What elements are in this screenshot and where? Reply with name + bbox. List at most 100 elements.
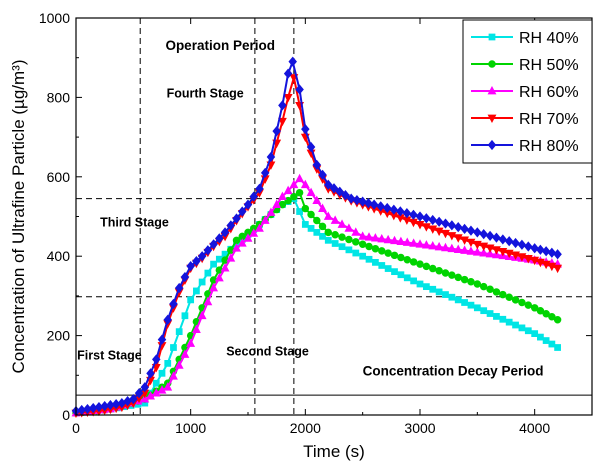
series-point-rh-80	[352, 195, 362, 206]
series-point-rh-40	[378, 262, 386, 269]
series-point-rh-40	[448, 293, 456, 301]
legend-label: RH 80%	[519, 138, 579, 155]
series-point-rh-70	[479, 242, 489, 252]
series-point-rh-80	[498, 234, 508, 245]
series-point-rh-80	[157, 334, 167, 345]
series-point-rh-80	[382, 202, 392, 214]
series-point-rh-50	[505, 293, 513, 301]
series-point-rh-40	[391, 268, 398, 276]
series-point-rh-70	[421, 223, 431, 232]
series-point-rh-60	[421, 240, 431, 249]
series-point-rh-80	[215, 233, 224, 244]
series-point-rh-40	[397, 271, 405, 279]
series-point-rh-60	[169, 371, 178, 380]
legend-item-rh-70: RH 70%	[471, 111, 579, 128]
series-point-rh-80	[346, 193, 356, 204]
series-point-rh-40	[158, 369, 166, 377]
series-point-rh-80	[447, 220, 457, 231]
series-point-rh-60	[151, 388, 161, 397]
series-point-rh-40	[499, 315, 507, 323]
series-point-rh-50	[403, 255, 411, 264]
series-point-rh-50	[553, 315, 562, 324]
series-point-rh-50	[429, 264, 437, 273]
series-point-rh-40	[512, 321, 519, 329]
annotation-third-stage: Third Stage	[100, 215, 169, 229]
series-point-rh-40	[486, 310, 494, 317]
series-point-rh-80	[553, 249, 562, 260]
series-point-rh-50	[313, 216, 321, 225]
legend-swatch-marker	[488, 33, 496, 41]
series-point-rh-50	[416, 260, 424, 268]
series-point-rh-80	[329, 183, 339, 194]
series-point-rh-80	[511, 237, 520, 249]
series-point-rh-60	[312, 195, 322, 204]
series-point-rh-60	[209, 282, 219, 292]
series-point-rh-60	[441, 242, 450, 252]
series-point-rh-80	[369, 199, 379, 210]
x-tick-label: 2000	[290, 420, 321, 436]
series-point-rh-40	[296, 208, 303, 215]
series-point-rh-50	[338, 233, 346, 241]
legend-item-rh-80: RH 80%	[471, 138, 579, 155]
series-point-rh-40	[461, 299, 468, 306]
series-point-rh-80	[536, 244, 545, 255]
series-point-rh-70	[447, 232, 457, 241]
series-point-rh-60	[472, 247, 482, 256]
series-point-rh-80	[466, 225, 476, 236]
y-tick-label: 1000	[39, 10, 70, 26]
series-point-rh-80	[232, 213, 241, 224]
series-point-rh-60	[434, 241, 444, 251]
series-point-rh-60	[260, 215, 270, 224]
series-point-rh-60	[197, 310, 207, 320]
series-point-rh-40	[359, 252, 367, 260]
series-point-rh-40	[493, 313, 500, 320]
series-point-rh-40	[170, 344, 177, 351]
series-layer	[71, 56, 563, 419]
series-point-rh-80	[318, 169, 327, 180]
legend-swatch-marker	[487, 85, 497, 95]
series-point-rh-50	[290, 192, 298, 201]
series-point-rh-50	[492, 288, 501, 296]
series-point-rh-50	[548, 313, 556, 321]
series-point-rh-80	[504, 236, 514, 247]
series-point-rh-80	[169, 298, 178, 309]
series-point-rh-80	[140, 382, 150, 393]
series-point-rh-50	[448, 271, 456, 279]
series-point-rh-40	[480, 307, 488, 315]
series-point-rh-60	[370, 233, 380, 242]
series-point-rh-40	[352, 249, 360, 257]
series-point-rh-80	[428, 214, 437, 226]
series-point-rh-60	[330, 215, 340, 224]
series-point-rh-60	[255, 223, 264, 232]
legend: RH 40% RH 50% RH 60% RH 70% RH 80%	[462, 19, 593, 164]
series-point-rh-80	[152, 354, 161, 365]
series-point-rh-60	[277, 191, 287, 201]
series-point-rh-60	[266, 207, 276, 216]
series-point-rh-60	[146, 391, 155, 400]
series-point-rh-60	[323, 211, 333, 220]
series-point-rh-80	[278, 100, 287, 111]
series-point-rh-60	[283, 185, 293, 195]
series-point-rh-80	[255, 183, 264, 194]
series-point-rh-50	[365, 242, 373, 251]
series-point-rh-70	[523, 255, 533, 264]
series-point-rh-60	[447, 243, 457, 253]
legend-label: RH 70%	[519, 111, 579, 128]
x-tick-label: 0	[72, 420, 80, 436]
series-point-rh-80	[396, 206, 405, 217]
series-point-rh-40	[422, 283, 430, 291]
series-point-rh-60	[377, 233, 387, 243]
x-axis-title: Time (s)	[303, 442, 365, 461]
series-point-rh-50	[536, 307, 545, 315]
series-point-rh-70	[277, 117, 287, 127]
series-point-rh-80	[134, 388, 144, 399]
series-point-rh-40	[542, 337, 550, 344]
series-point-rh-60	[180, 349, 190, 358]
series-point-rh-80	[146, 368, 155, 379]
series-point-rh-40	[372, 258, 379, 266]
series-point-rh-40	[215, 255, 223, 263]
series-point-rh-80	[180, 271, 190, 283]
series-point-rh-80	[341, 190, 350, 201]
series-point-rh-40	[442, 291, 449, 298]
